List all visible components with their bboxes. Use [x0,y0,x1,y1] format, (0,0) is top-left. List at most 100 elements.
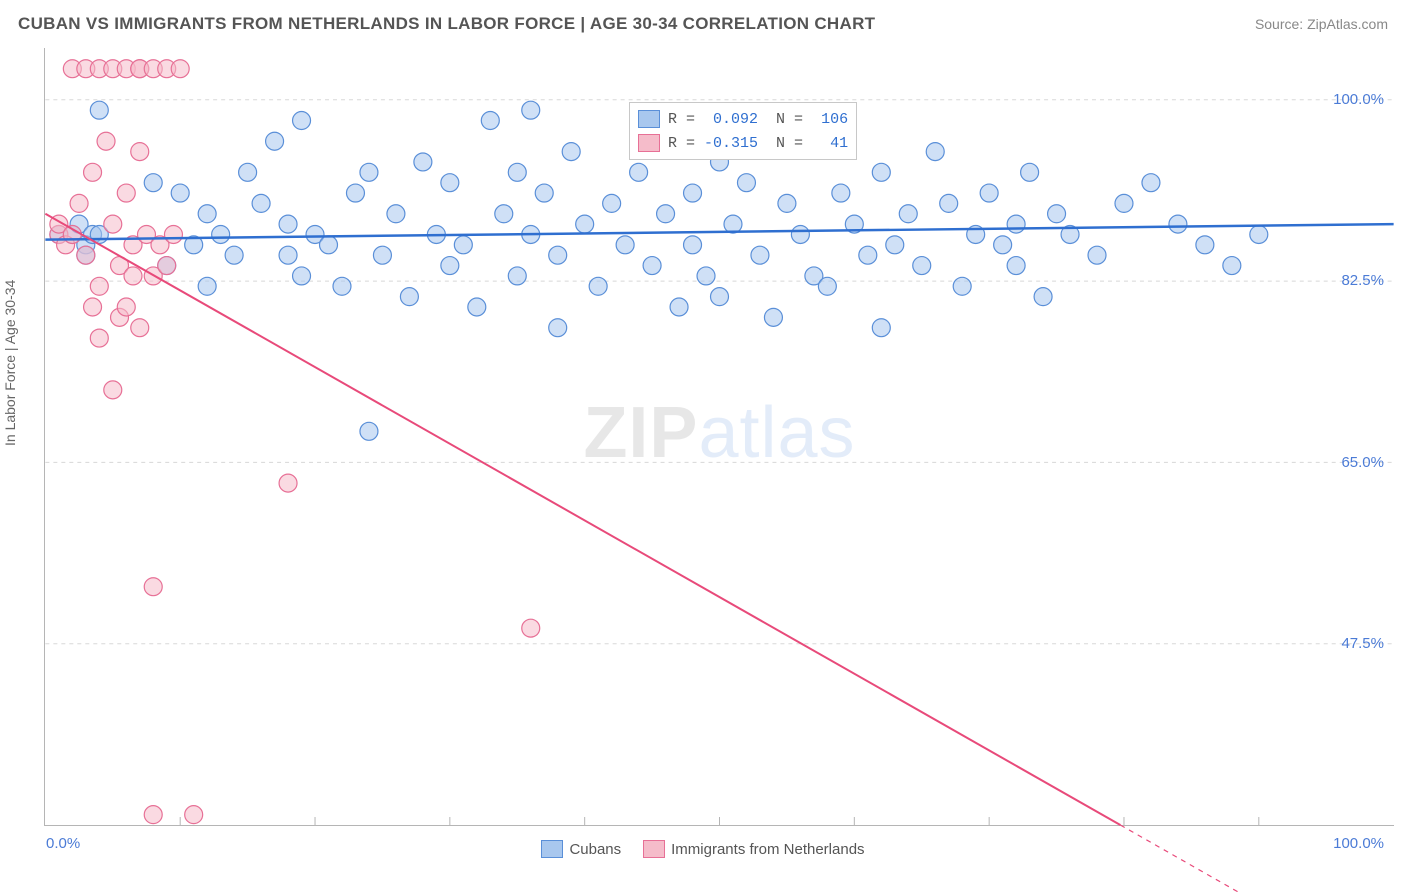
data-point [684,236,702,254]
data-point [549,319,567,337]
data-point [252,194,270,212]
data-point [980,184,998,202]
source-label: Source: ZipAtlas.com [1255,16,1388,32]
data-point [1034,288,1052,306]
data-point [603,194,621,212]
data-point [522,101,540,119]
data-point [84,298,102,316]
y-tick-label: 82.5% [1341,272,1384,289]
chart-title: CUBAN VS IMMIGRANTS FROM NETHERLANDS IN … [18,14,875,34]
legend-label: Immigrants from Netherlands [671,841,864,858]
data-point [158,257,176,275]
data-point [198,277,216,295]
data-point [144,806,162,824]
plot-area: ZIPatlas R = 0.092 N = 106R = -0.315 N =… [44,48,1394,826]
data-point [764,308,782,326]
data-point [346,184,364,202]
data-point [360,422,378,440]
data-point [684,184,702,202]
data-point [117,184,135,202]
data-point [279,474,297,492]
data-point [630,163,648,181]
data-point [562,143,580,161]
series-swatch [638,110,660,128]
data-point [589,277,607,295]
data-point [144,578,162,596]
stats-text: R = -0.315 N = 41 [668,135,848,152]
data-point [1250,225,1268,243]
data-point [778,194,796,212]
data-point [670,298,688,316]
data-point [90,101,108,119]
scatter-svg [45,48,1394,825]
y-tick-label: 47.5% [1341,635,1384,652]
stats-row: R = -0.315 N = 41 [638,131,848,155]
data-point [859,246,877,264]
data-point [454,236,472,254]
series-legend: Cubans Immigrants from Netherlands [0,840,1406,858]
data-point [697,267,715,285]
data-point [1223,257,1241,275]
data-point [724,215,742,233]
data-point [84,163,102,181]
data-point [926,143,944,161]
data-point [293,267,311,285]
data-point [1021,163,1039,181]
data-point [657,205,675,223]
series-swatch [643,840,665,858]
legend-label: Cubans [569,841,621,858]
regression-line [45,224,1393,240]
data-point [832,184,850,202]
data-point [549,246,567,264]
data-point [899,205,917,223]
data-point [333,277,351,295]
data-point [953,277,971,295]
data-point [225,246,243,264]
data-point [522,619,540,637]
data-point [818,277,836,295]
data-point [70,194,88,212]
data-point [737,174,755,192]
data-point [320,236,338,254]
data-point [104,215,122,233]
data-point [373,246,391,264]
data-point [198,205,216,223]
data-point [1007,257,1025,275]
data-point [293,112,311,130]
data-point [535,184,553,202]
data-point [508,163,526,181]
data-point [441,174,459,192]
y-tick-label: 65.0% [1341,454,1384,471]
data-point [1196,236,1214,254]
data-point [441,257,459,275]
data-point [90,277,108,295]
data-point [913,257,931,275]
data-point [508,267,526,285]
y-axis-label: In Labor Force | Age 30-34 [2,280,18,446]
data-point [1142,174,1160,192]
data-point [481,112,499,130]
data-point [643,257,661,275]
data-point [1088,246,1106,264]
data-point [1115,194,1133,212]
data-point [77,246,95,264]
data-point [414,153,432,171]
series-swatch [541,840,563,858]
data-point [576,215,594,233]
data-point [185,806,203,824]
data-point [400,288,418,306]
data-point [872,319,890,337]
data-point [266,132,284,150]
regression-line [45,214,1120,825]
data-point [940,194,958,212]
y-tick-label: 100.0% [1333,91,1384,108]
data-point [886,236,904,254]
data-point [279,246,297,264]
data-point [711,288,729,306]
data-point [791,225,809,243]
data-point [131,319,149,337]
legend-item: Cubans [541,840,621,858]
stats-row: R = 0.092 N = 106 [638,107,848,131]
data-point [144,174,162,192]
data-point [164,225,182,243]
